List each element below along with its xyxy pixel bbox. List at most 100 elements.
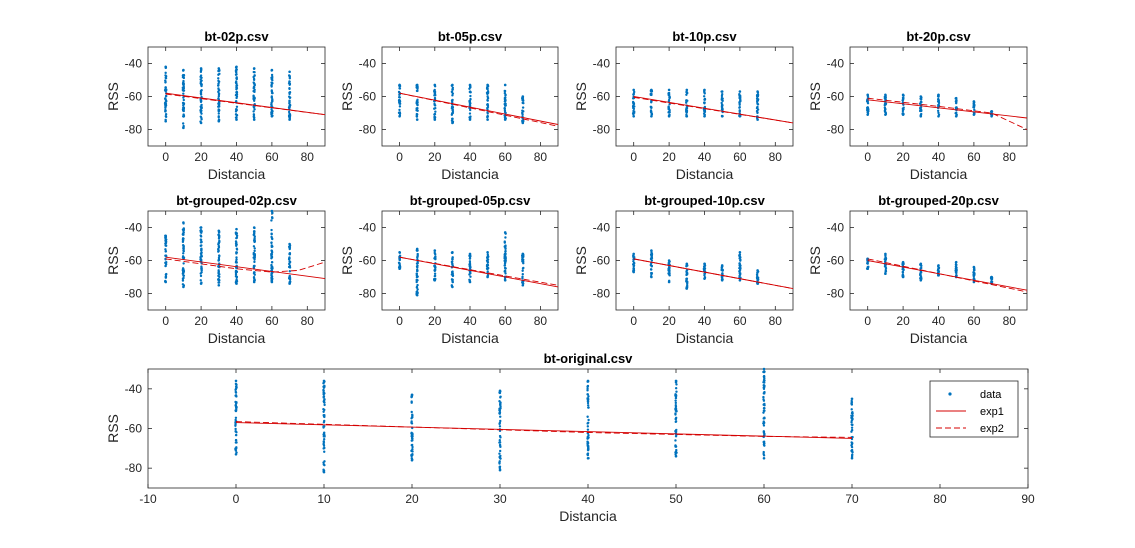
data-point xyxy=(322,388,325,392)
data-point xyxy=(498,461,501,464)
data-point xyxy=(756,98,760,101)
data-point xyxy=(587,418,590,422)
data-point xyxy=(199,274,203,278)
data-point xyxy=(762,411,765,414)
data-point xyxy=(164,114,168,118)
data-point xyxy=(322,442,325,446)
data-point xyxy=(468,108,472,112)
data-point xyxy=(632,88,635,92)
y-axis-label: RSS xyxy=(573,82,589,111)
data-point xyxy=(503,97,507,101)
subplot-4: 0 20 40 60 80 -40 -60 -80 bt-20p.csv Distancia RSS xyxy=(807,29,1028,182)
data-point xyxy=(410,400,413,403)
y-tick-label: -60 xyxy=(593,90,611,104)
data-point xyxy=(288,101,291,104)
data-point xyxy=(217,242,221,245)
legend-label-exp2: exp2 xyxy=(980,423,1004,435)
data-point xyxy=(270,96,274,99)
data-point xyxy=(866,113,869,116)
data-point xyxy=(322,410,325,413)
data-point xyxy=(199,80,203,83)
data-point xyxy=(685,262,689,266)
data-point xyxy=(164,248,167,251)
x-tick-label: 80 xyxy=(1003,150,1017,164)
data-point xyxy=(433,118,437,121)
data-point xyxy=(720,279,724,282)
data-point xyxy=(217,79,220,83)
data-point xyxy=(703,101,706,104)
data-point xyxy=(322,440,326,444)
fit-line-exp1 xyxy=(867,99,1028,119)
data-point xyxy=(884,93,887,97)
data-point xyxy=(234,416,238,419)
data-point xyxy=(920,264,923,267)
data-point xyxy=(253,232,256,235)
data-point xyxy=(755,273,759,276)
data-point xyxy=(586,456,590,460)
data-point xyxy=(937,274,940,277)
data-point xyxy=(972,265,976,269)
data-point xyxy=(323,403,326,407)
data-point xyxy=(739,98,742,101)
y-tick-label: -60 xyxy=(125,422,143,436)
x-tick-label: 20 xyxy=(428,314,442,328)
data-point xyxy=(252,90,256,93)
data-point xyxy=(164,71,167,75)
data-point xyxy=(398,108,401,112)
data-point xyxy=(253,273,256,276)
data-point xyxy=(235,65,238,69)
data-point xyxy=(850,428,854,432)
data-point xyxy=(416,256,419,259)
data-point xyxy=(901,93,905,97)
data-point xyxy=(182,83,185,86)
data-point xyxy=(499,395,502,398)
data-point xyxy=(181,272,185,275)
data-point xyxy=(252,226,256,229)
data-point xyxy=(451,107,454,110)
data-point xyxy=(411,445,414,449)
data-point xyxy=(586,404,590,407)
subplot-title: bt-10p.csv xyxy=(672,29,737,44)
data-point xyxy=(415,86,418,89)
x-tick-label: 20 xyxy=(405,492,419,506)
data-point xyxy=(650,268,653,271)
data-point xyxy=(685,115,689,118)
data-point xyxy=(674,439,677,442)
data-point xyxy=(398,250,401,254)
data-point xyxy=(410,443,414,447)
data-point xyxy=(468,280,472,284)
data-point xyxy=(288,96,292,99)
y-tick-label: -80 xyxy=(125,287,143,301)
data-point xyxy=(217,254,221,257)
data-point xyxy=(762,367,766,371)
data-point xyxy=(164,240,168,243)
data-point xyxy=(235,234,239,237)
data-point xyxy=(416,291,419,294)
data-point xyxy=(253,235,256,238)
y-tick-label: -60 xyxy=(359,90,377,104)
data-point xyxy=(451,250,454,254)
data-point xyxy=(762,381,765,384)
data-point xyxy=(164,90,167,93)
data-point xyxy=(200,99,203,103)
data-point xyxy=(936,109,940,113)
data-point xyxy=(182,285,185,289)
data-point xyxy=(973,108,976,112)
data-point xyxy=(763,421,766,425)
data-point xyxy=(234,232,238,235)
data-point xyxy=(451,278,454,282)
data-point xyxy=(433,274,437,278)
data-point xyxy=(270,104,273,107)
x-tick-label: 60 xyxy=(967,150,981,164)
data-point xyxy=(234,269,238,272)
legend-label-data: data xyxy=(980,389,1002,401)
fit-line-exp2 xyxy=(867,97,1028,130)
data-point xyxy=(411,413,414,416)
x-axis-label: Distancia xyxy=(208,330,266,346)
data-point xyxy=(756,95,760,98)
data-point xyxy=(252,105,255,108)
data-point xyxy=(398,105,402,108)
data-point xyxy=(164,94,168,98)
data-point xyxy=(650,252,654,256)
data-point xyxy=(415,293,419,297)
